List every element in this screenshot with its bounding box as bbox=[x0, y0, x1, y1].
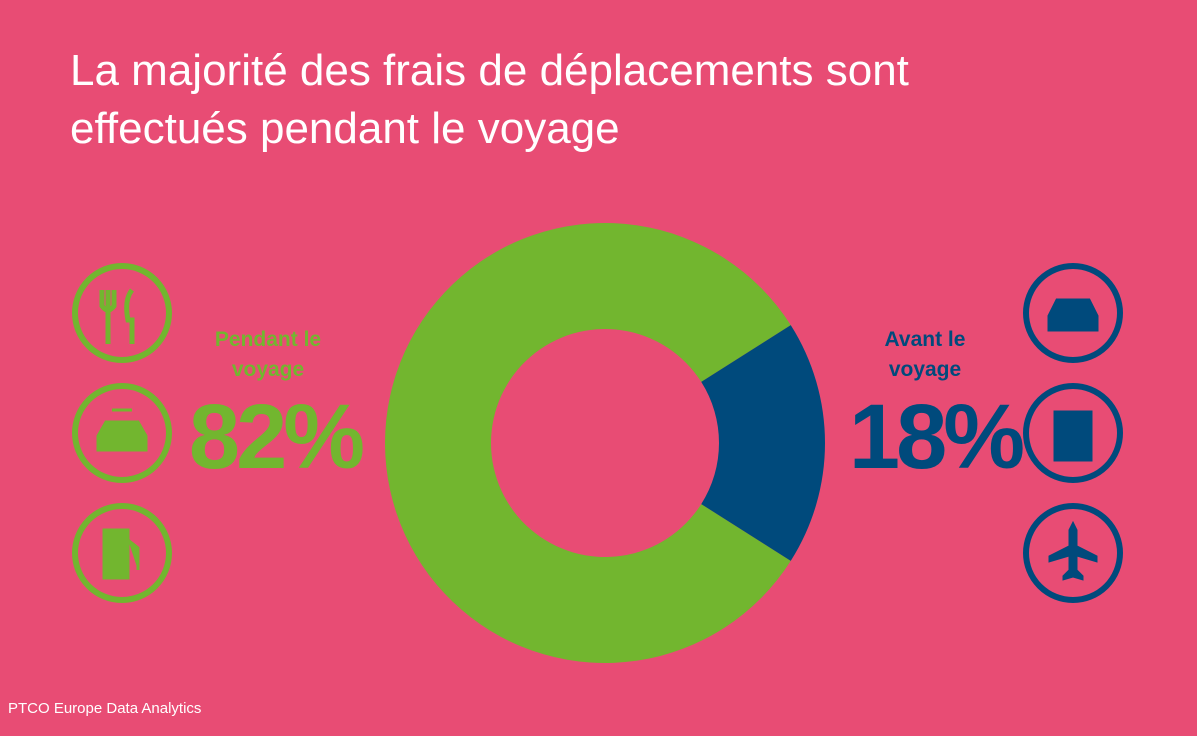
plane bbox=[1048, 520, 1098, 581]
car bbox=[1047, 298, 1099, 332]
title: La majorité des frais de déplacements so… bbox=[70, 46, 909, 153]
donut-segment bbox=[701, 325, 825, 561]
hotel bbox=[1053, 410, 1093, 462]
car-icon bbox=[1023, 263, 1123, 363]
value-label: 18% bbox=[848, 386, 1025, 488]
food-icon bbox=[72, 263, 172, 363]
taxi bbox=[96, 408, 148, 452]
hotel-icon bbox=[1023, 383, 1123, 483]
cutlery bbox=[99, 288, 135, 344]
donut-segment bbox=[384, 223, 791, 663]
right-icons bbox=[1023, 263, 1123, 603]
category-label: Avant le voyage bbox=[884, 328, 966, 381]
taxi-icon bbox=[72, 383, 172, 483]
pump bbox=[102, 528, 140, 580]
left-icons bbox=[72, 263, 172, 603]
category-label: Pendant le voyage bbox=[214, 328, 322, 381]
plane-icon bbox=[1023, 503, 1123, 603]
fuel-icon bbox=[72, 503, 172, 603]
value-label: 82% bbox=[188, 386, 365, 488]
source: PTCO Europe Data Analytics bbox=[8, 700, 202, 717]
